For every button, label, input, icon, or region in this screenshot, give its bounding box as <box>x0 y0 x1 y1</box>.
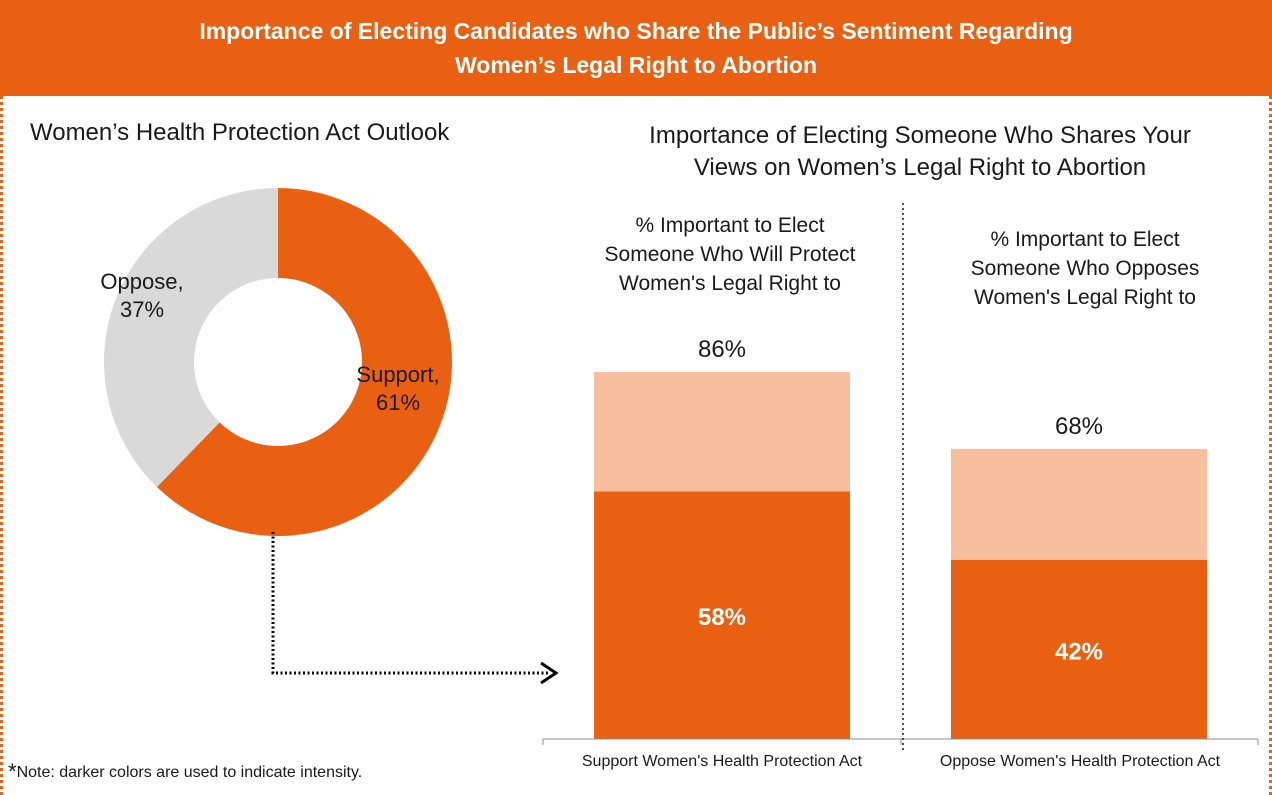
bar-oppose-intense <box>951 559 1207 739</box>
connector-line <box>271 532 548 675</box>
oppose-panel-title-line-1: % Important to Elect <box>990 228 1180 251</box>
support-panel-title-line-3: Women's Legal Right to <box>619 272 841 295</box>
oppose-panel-title-line-2: Someone Who Opposes <box>970 257 1200 280</box>
footnote-marker: * <box>8 759 17 784</box>
donut-label-oppose-value: 37% <box>120 297 164 322</box>
donut-slice-support <box>156 188 452 536</box>
connector-arrowhead <box>540 661 559 685</box>
donut-label-oppose-name: Oppose, <box>100 269 183 294</box>
page-title-line-1: Importance of Electing Candidates who Sh… <box>199 18 1073 44</box>
donut-label-support-name: Support, <box>356 362 439 387</box>
x-tick-label-oppose: Oppose Women's Health Protection Act <box>940 753 1221 770</box>
bar-support-somewhat <box>594 372 850 492</box>
bar-chart-title-line-1: Importance of Electing Someone Who Share… <box>649 122 1191 149</box>
bar-chart-title: Importance of Electing Someone Who Share… <box>570 120 1270 184</box>
support-panel-title: % Important to Elect Someone Who Will Pr… <box>560 211 900 298</box>
bar-oppose-somewhat <box>951 448 1207 560</box>
bar-support-intense-label: 58% <box>698 604 746 631</box>
support-panel-title-line-2: Someone Who Will Protect <box>604 243 856 266</box>
donut-chart-title: Women’s Health Protection Act Outlook <box>30 119 450 146</box>
bar-oppose-intense-label: 42% <box>1055 638 1103 665</box>
footnote: *Note: darker colors are used to indicat… <box>8 759 363 784</box>
oppose-panel-title: % Important to Elect Someone Who Opposes… <box>915 225 1255 312</box>
bar-support-total-label: 86% <box>698 336 746 363</box>
page-title-line-2: Women’s Legal Right to Abortion <box>454 52 817 78</box>
support-panel-title-line-1: % Important to Elect <box>635 214 825 237</box>
donut-slice-oppose <box>103 188 278 487</box>
bar-oppose-total-label: 68% <box>1055 413 1103 440</box>
bar-chart-title-line-2: Views on Women’s Legal Right to Abortion <box>693 154 1147 181</box>
page-title-banner: Importance of Electing Candidates who Sh… <box>0 0 1272 96</box>
bar-support-intense <box>594 491 850 739</box>
oppose-panel-title-line-3: Women's Legal Right to <box>974 286 1196 309</box>
donut-label-support-value: 61% <box>376 390 420 415</box>
footnote-text: Note: darker colors are used to indicate… <box>16 764 363 781</box>
x-tick-label-support: Support Women's Health Protection Act <box>582 753 863 770</box>
